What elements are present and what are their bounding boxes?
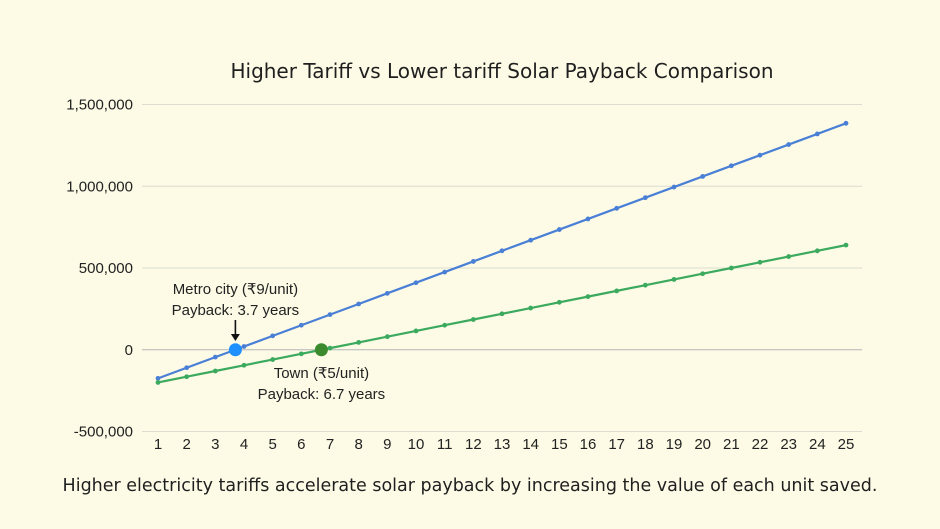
data-point xyxy=(642,195,648,201)
data-point xyxy=(356,301,362,307)
y-tick-label: 1,500,000 xyxy=(66,97,133,114)
payback-marker xyxy=(314,343,328,357)
x-tick-label: 21 xyxy=(723,436,740,453)
data-point xyxy=(212,368,218,374)
x-tick-label: 3 xyxy=(211,436,219,453)
data-point xyxy=(327,312,333,317)
data-point xyxy=(757,259,763,265)
data-point xyxy=(642,282,648,288)
data-point xyxy=(614,288,620,294)
x-tick-label: 16 xyxy=(580,436,597,453)
annotation-label: Metro city (₹9/unit) xyxy=(173,281,298,298)
data-point xyxy=(184,365,190,371)
data-point xyxy=(184,374,190,380)
x-tick-label: 2 xyxy=(182,436,190,453)
y-tick-label: 1,000,000 xyxy=(66,178,133,195)
data-point xyxy=(528,237,534,243)
data-point xyxy=(298,351,304,357)
data-point xyxy=(470,317,476,322)
data-point xyxy=(786,254,792,259)
data-point xyxy=(155,380,161,385)
y-tick-label: -500,000 xyxy=(74,424,133,441)
x-tick-label: 25 xyxy=(838,436,855,453)
data-point xyxy=(556,227,562,232)
annotation-town: Town (₹5/unit) Payback: 6.7 years xyxy=(258,343,386,403)
data-point xyxy=(442,322,448,328)
data-point xyxy=(442,269,448,275)
x-tick-label: 9 xyxy=(383,436,391,453)
series-lines xyxy=(155,120,849,385)
x-tick-label: 20 xyxy=(694,436,711,453)
x-tick-label: 23 xyxy=(780,436,797,453)
x-tick-label: 7 xyxy=(326,436,334,453)
chart-title: Higher Tariff vs Lower tariff Solar Payb… xyxy=(230,59,773,83)
x-tick-label: 1 xyxy=(154,436,162,453)
data-point xyxy=(413,328,419,334)
chart-caption: Higher electricity tariffs accelerate so… xyxy=(62,476,878,496)
data-point xyxy=(843,120,849,126)
x-tick-label: 18 xyxy=(637,436,654,453)
data-point xyxy=(327,345,333,351)
x-tick-label: 12 xyxy=(465,436,482,453)
data-point xyxy=(212,354,218,360)
data-point xyxy=(241,344,247,349)
x-tick-label: 4 xyxy=(240,436,248,453)
data-point xyxy=(556,299,562,305)
annotation-label: Payback: 6.7 years xyxy=(258,386,386,403)
series-2 xyxy=(155,242,849,385)
annotation-metro: Metro city (₹9/unit) Payback: 3.7 years xyxy=(172,281,300,357)
y-tick-label: 500,000 xyxy=(79,260,133,277)
x-tick-label: 11 xyxy=(437,436,453,453)
data-point xyxy=(728,265,734,271)
data-point xyxy=(499,248,505,254)
data-point xyxy=(270,357,276,362)
x-tick-label: 15 xyxy=(551,436,568,453)
x-tick-label: 8 xyxy=(354,436,362,453)
data-point xyxy=(728,163,734,169)
x-tick-label: 17 xyxy=(608,436,625,453)
x-tick-label: 6 xyxy=(297,436,305,453)
data-point xyxy=(843,242,849,248)
data-point xyxy=(413,280,419,286)
x-tick-label: 19 xyxy=(666,436,683,453)
data-point xyxy=(671,184,677,190)
data-point xyxy=(470,259,476,264)
data-point xyxy=(528,305,534,311)
x-tick-label: 10 xyxy=(408,436,425,453)
arrow-head xyxy=(230,334,240,341)
data-point xyxy=(585,216,591,222)
data-point xyxy=(757,152,763,158)
data-point xyxy=(384,290,390,296)
x-tick-label: 5 xyxy=(268,436,276,453)
data-point xyxy=(356,339,362,345)
data-point xyxy=(814,248,820,254)
data-point xyxy=(585,294,591,300)
annotation-label: Payback: 3.7 years xyxy=(172,302,300,319)
data-point xyxy=(155,375,161,381)
x-tick-label: 13 xyxy=(494,436,511,453)
data-point xyxy=(814,131,820,137)
annotations: Metro city (₹9/unit) Payback: 3.7 years To… xyxy=(172,281,386,403)
data-point xyxy=(298,322,304,328)
data-point xyxy=(700,271,706,277)
x-tick-label: 22 xyxy=(752,436,769,453)
data-point xyxy=(671,277,677,282)
data-point xyxy=(270,333,276,339)
grid xyxy=(142,104,862,432)
data-point xyxy=(700,174,706,179)
data-point xyxy=(614,205,620,211)
annotation-label: Town (₹5/unit) xyxy=(274,365,369,382)
data-point xyxy=(499,311,505,317)
y-tick-label: 0 xyxy=(125,342,133,359)
x-tick-label: 14 xyxy=(522,436,539,453)
x-axis-ticks: 1 2 3 4 5 6 7 8 9 10 11 12 13 14 15 16 17 18 19 20 21 22 23 24 2… xyxy=(154,436,855,453)
payback-marker xyxy=(228,343,242,357)
data-point xyxy=(786,142,792,147)
data-point xyxy=(384,334,390,340)
series-1 xyxy=(155,120,849,381)
x-tick-label: 24 xyxy=(809,436,826,453)
y-axis-ticks: -500,000 0 500,000 1,000,000 1,500,000 xyxy=(66,97,133,441)
data-point xyxy=(241,362,247,368)
